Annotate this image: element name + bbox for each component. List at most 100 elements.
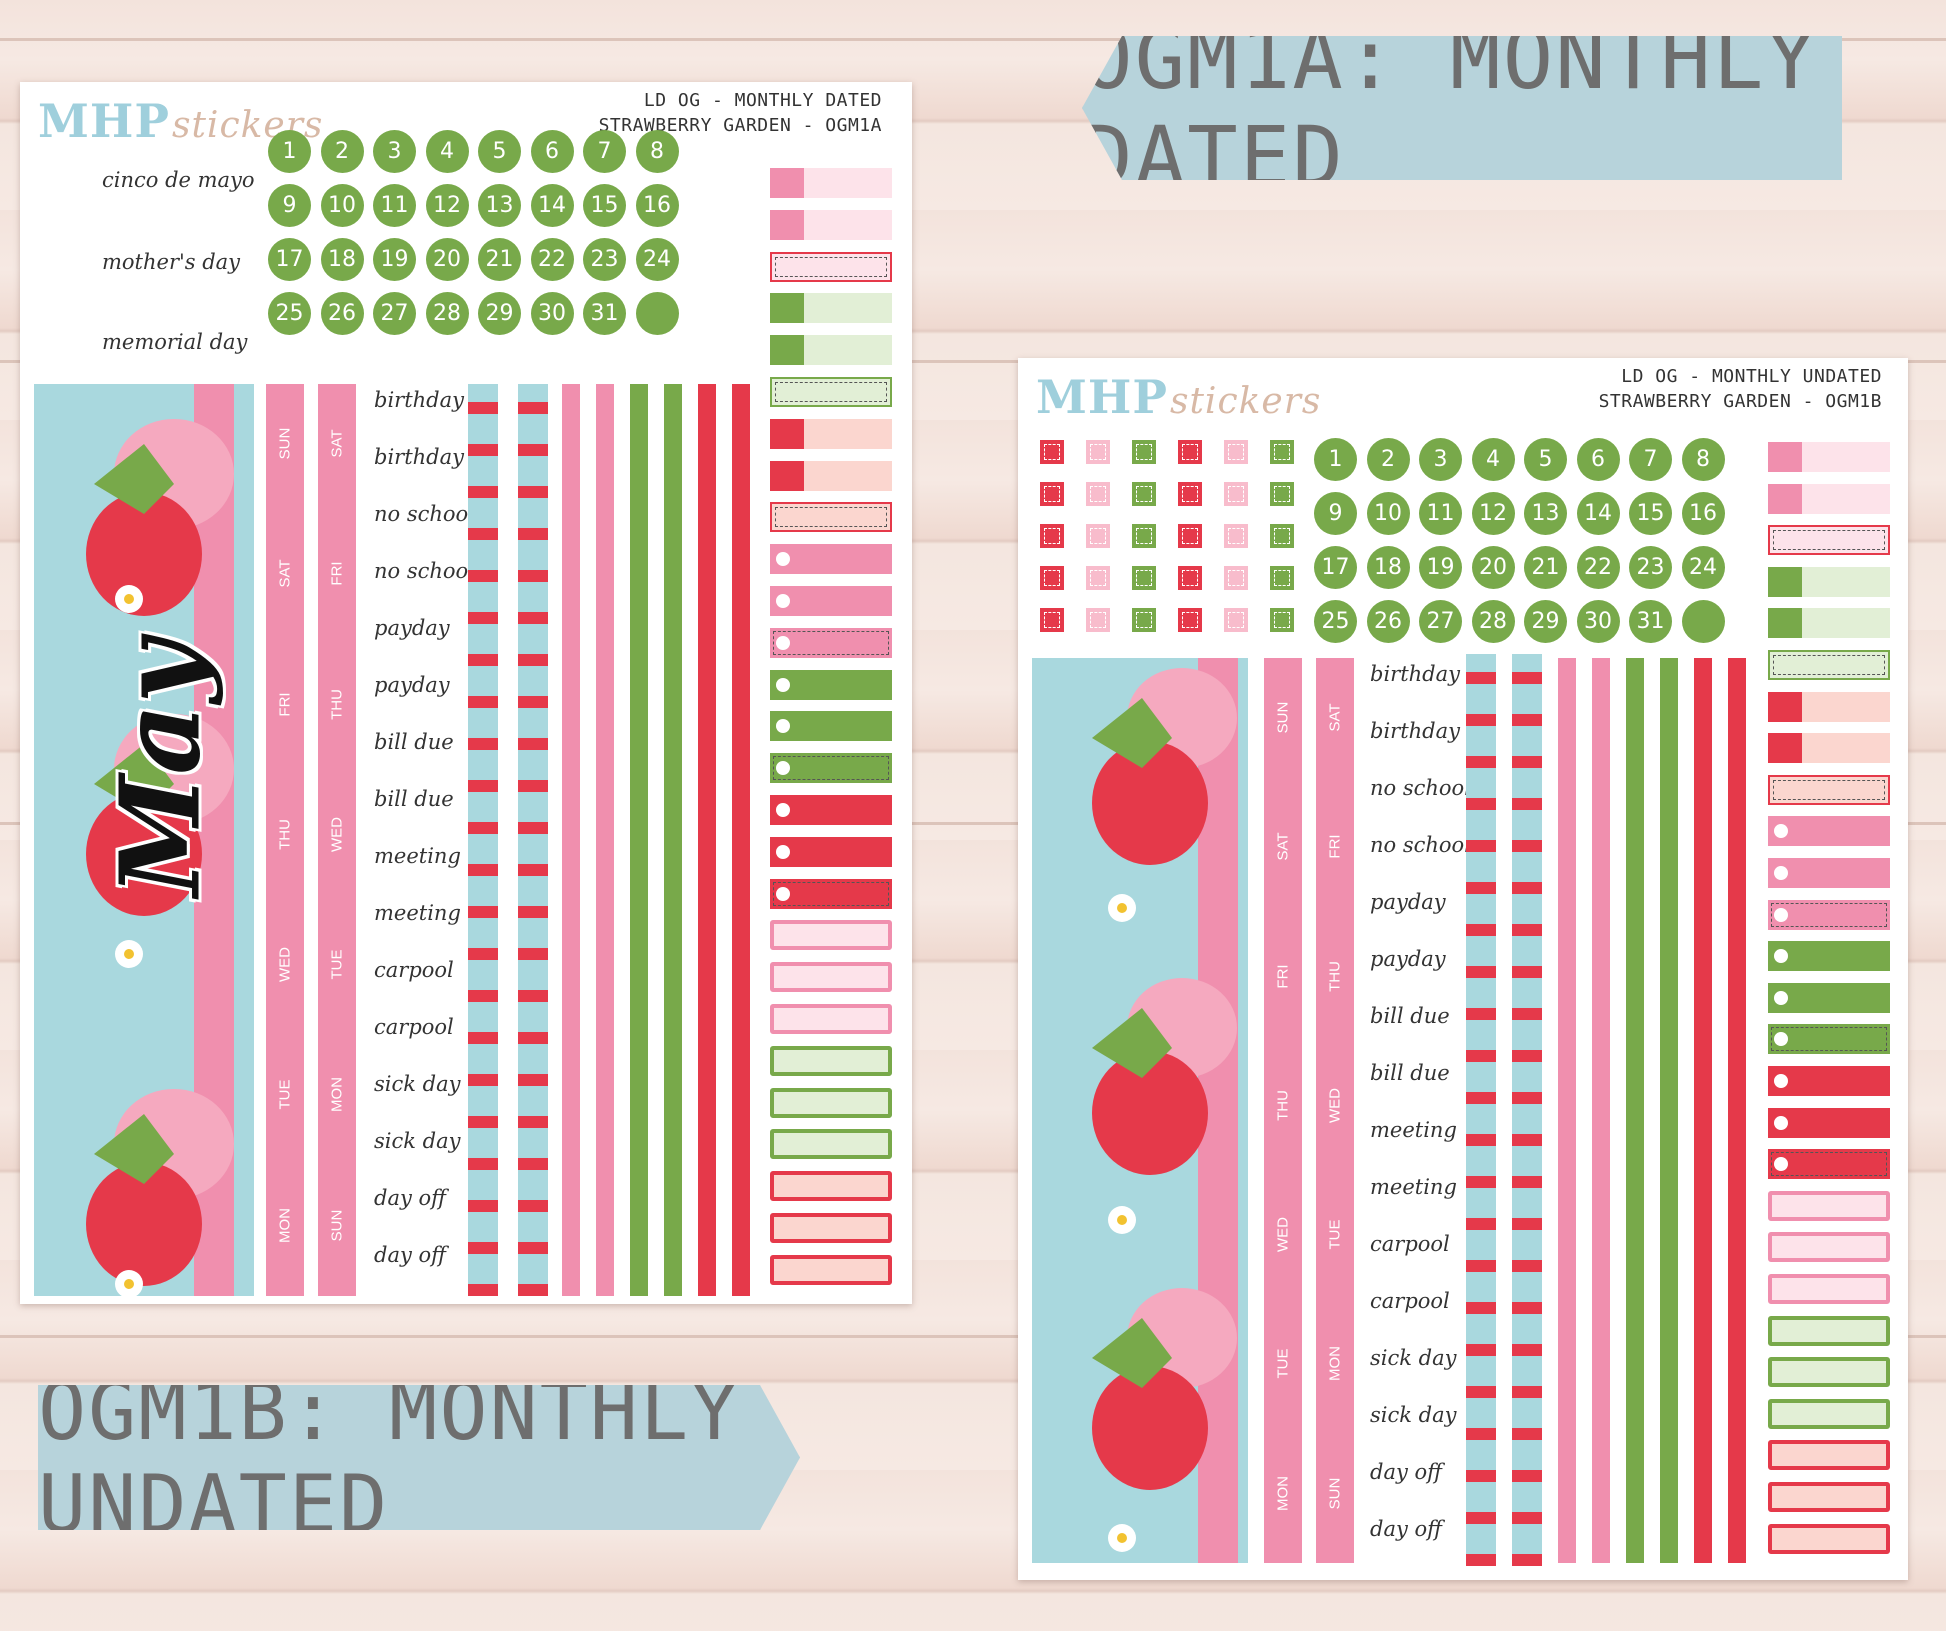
plank-seam — [0, 822, 1946, 825]
label-sticker — [770, 753, 892, 784]
date-dot-20: 20 — [1471, 546, 1515, 589]
label-sticker — [770, 335, 892, 366]
date-dot-19: 19 — [1419, 546, 1462, 589]
weekday-label: MON — [1326, 1346, 1344, 1382]
event-label: payday — [374, 616, 450, 640]
holiday-label: mother's day — [102, 250, 241, 274]
green-strip — [1660, 658, 1678, 1563]
label-sticker — [1768, 483, 1890, 514]
date-dot-2: 2 — [1366, 438, 1410, 481]
date-dot-20: 20 — [425, 238, 469, 281]
checkbox-sticker — [1224, 566, 1248, 590]
weekday-label: SAT — [328, 429, 346, 458]
checkbox-sticker — [1086, 566, 1110, 590]
date-dot-31: 31 — [1629, 600, 1672, 643]
plank-seam — [0, 360, 1946, 363]
sheet-title-line1: LD OG - MONTHLY DATED — [643, 90, 882, 111]
label-sticker — [1768, 1357, 1890, 1388]
event-label: birthday — [374, 445, 464, 469]
label-sticker — [770, 586, 892, 616]
checkbox-sticker — [1178, 566, 1202, 590]
label-sticker — [770, 795, 892, 825]
weekday-label: MON — [276, 1207, 294, 1243]
event-label: carpool — [374, 958, 454, 982]
checkbox-sticker — [1270, 482, 1294, 506]
strawberry-washi-strip — [1466, 654, 1496, 1566]
strawberry-header-strip — [34, 384, 254, 1296]
date-dot-6: 6 — [530, 130, 574, 173]
event-label: sick day — [1370, 1403, 1457, 1427]
weekday-label: SUN — [276, 427, 294, 460]
sticker-sheet-ogm1a: MHPstickers LD OG - MONTHLY DATED STRAWB… — [20, 82, 912, 1304]
weekday-label: FRI — [276, 691, 294, 717]
label-sticker — [770, 502, 892, 533]
date-dot-7: 7 — [1629, 438, 1672, 481]
event-label: sick day — [1370, 1346, 1457, 1370]
label-sticker — [1768, 442, 1890, 472]
date-dot-28: 28 — [1471, 600, 1515, 643]
event-label: payday — [1370, 947, 1446, 971]
date-dot-23: 23 — [1629, 546, 1672, 589]
circle-marker — [1774, 907, 1788, 922]
event-label: day off — [1370, 1460, 1443, 1484]
circle-marker — [776, 844, 790, 859]
green-strip — [630, 384, 648, 1296]
date-dot-18: 18 — [320, 238, 364, 281]
plank-seam — [0, 38, 1946, 41]
label-sticker — [770, 460, 892, 491]
circle-marker — [776, 677, 790, 692]
weekday-label: TUE — [276, 1079, 294, 1110]
banner-ogm1b: OGM1B: MONTHLY UNDATED — [38, 1385, 800, 1530]
circle-marker — [1774, 990, 1788, 1005]
label-sticker — [1768, 1190, 1890, 1221]
checkbox-sticker — [1040, 566, 1064, 590]
label-sticker — [1768, 525, 1890, 556]
event-label: birthday — [1370, 719, 1460, 743]
date-dot-1: 1 — [1314, 438, 1357, 481]
event-label: bill due — [1370, 1061, 1450, 1085]
weekday-strip-2 — [318, 384, 356, 1296]
weekday-label: SUN — [1326, 1477, 1344, 1510]
checkbox-sticker — [1178, 608, 1202, 632]
weekday-strip-1 — [1264, 658, 1302, 1563]
weekday-label: THU — [328, 688, 346, 720]
label-sticker — [770, 377, 892, 407]
date-dot-5: 5 — [478, 130, 521, 173]
label-sticker — [1768, 691, 1890, 722]
event-label: bill due — [374, 787, 454, 811]
date-dot-24: 24 — [635, 238, 679, 281]
date-dot-29: 29 — [1524, 600, 1567, 643]
event-label: sick day — [374, 1129, 461, 1153]
label-sticker — [770, 1004, 892, 1034]
strawberry-washi-strip — [1512, 654, 1542, 1566]
date-dot-21: 21 — [478, 238, 521, 281]
weekday-label: WED — [1326, 1087, 1344, 1123]
date-dot-11: 11 — [1419, 492, 1462, 535]
event-label: no school — [374, 502, 475, 526]
date-dot-9: 9 — [1314, 492, 1357, 535]
date-dot-11: 11 — [373, 184, 416, 227]
date-dot-15: 15 — [1629, 492, 1672, 535]
date-dot-30: 30 — [530, 292, 574, 335]
strawberry-pattern — [86, 384, 234, 1296]
weekday-label: FRI — [1274, 963, 1292, 989]
checkbox-sticker — [1270, 440, 1294, 464]
label-sticker — [1768, 899, 1890, 930]
date-dot-29: 29 — [478, 292, 521, 335]
label-sticker — [770, 836, 892, 867]
pink-strip — [562, 384, 580, 1296]
label-sticker — [770, 1087, 892, 1118]
pink-strip — [596, 384, 614, 1296]
label-sticker — [770, 1129, 892, 1160]
event-label: day off — [374, 1186, 447, 1210]
checkbox-sticker — [1270, 566, 1294, 590]
date-dot-6: 6 — [1576, 438, 1620, 481]
blank-dot — [635, 292, 679, 335]
date-dot-8: 8 — [635, 130, 679, 173]
circle-marker — [776, 886, 790, 901]
label-sticker — [1768, 1315, 1890, 1346]
pink-strip — [1558, 658, 1576, 1563]
strawberry-illustration — [86, 419, 234, 616]
event-label: no school — [1370, 833, 1471, 857]
date-dot-4: 4 — [425, 130, 469, 173]
